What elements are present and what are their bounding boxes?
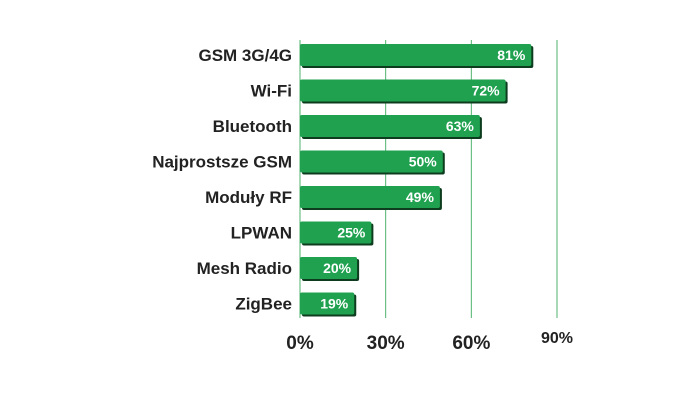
bar xyxy=(300,186,440,208)
value-label: 81% xyxy=(497,47,526,63)
value-label: 72% xyxy=(472,83,501,99)
category-label: LPWAN xyxy=(231,224,292,243)
category-label: Mesh Radio xyxy=(197,259,292,278)
value-label: 63% xyxy=(446,118,475,134)
category-label: Moduły RF xyxy=(205,188,292,207)
category-label: Wi-Fi xyxy=(251,82,292,101)
category-label: Najprostsze GSM xyxy=(152,153,292,172)
bar xyxy=(300,292,355,315)
value-label: 19% xyxy=(320,296,349,312)
bar xyxy=(300,257,358,279)
x-tick-label: 0% xyxy=(286,333,314,354)
bar xyxy=(300,115,480,137)
value-label: 20% xyxy=(323,260,352,276)
bar xyxy=(300,150,443,173)
value-label: 50% xyxy=(409,154,438,170)
bar xyxy=(300,79,506,102)
x-tick-label: 60% xyxy=(452,333,490,354)
value-label: 49% xyxy=(406,189,435,205)
x-tick-label: 30% xyxy=(367,333,405,354)
category-label: Bluetooth xyxy=(213,117,292,136)
bar xyxy=(300,44,532,66)
category-label: ZigBee xyxy=(235,295,292,314)
value-label: 25% xyxy=(337,225,366,241)
category-label: GSM 3G/4G xyxy=(198,46,292,65)
bar xyxy=(300,221,372,244)
x-tick-label: 90% xyxy=(541,330,573,347)
